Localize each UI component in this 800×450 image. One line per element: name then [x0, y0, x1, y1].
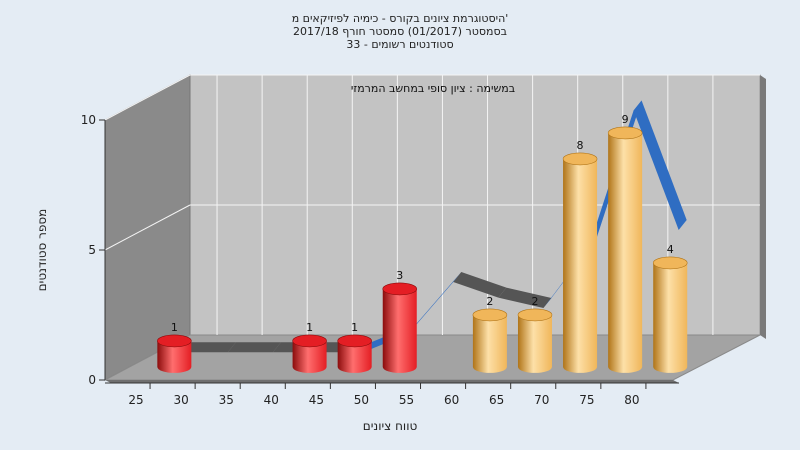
y-tick-label: 5	[88, 243, 96, 257]
bar-top	[607, 126, 643, 140]
bar-body	[517, 314, 552, 373]
x-tick-label: 70	[534, 393, 549, 407]
bar: 2	[472, 295, 508, 373]
trend-segment	[453, 272, 507, 298]
chart-annotation: במשימה : ציון סופי במחשב המרמזי	[351, 82, 515, 95]
bar-value-label: 3	[396, 269, 403, 282]
bar: 8	[562, 139, 598, 373]
bar-value-label: 8	[577, 139, 584, 152]
chart-title: היסטוגרמת ציונים בקורס - כימיה לפיזיקאים…	[292, 12, 509, 51]
bar-value-label: 1	[306, 321, 313, 334]
bar-body	[157, 340, 192, 373]
x-tick-label: 35	[219, 393, 234, 407]
bar: 4	[652, 243, 688, 373]
bar-body	[472, 314, 507, 373]
bar: 3	[382, 269, 418, 373]
x-tick-label: 80	[624, 393, 639, 407]
trend-segment	[408, 272, 462, 335]
trend-segment	[498, 287, 552, 309]
bar-value-label: 9	[622, 113, 629, 126]
bar-top	[382, 282, 418, 296]
bar-top	[157, 334, 192, 348]
x-tick-label: 50	[354, 393, 369, 407]
title-line-3: סטודנטים רשומים - 33	[346, 38, 453, 51]
bar-body	[608, 132, 643, 373]
bar-value-label: 1	[351, 321, 358, 334]
bar-value-label: 1	[171, 321, 178, 334]
x-tick-label: 25	[128, 393, 143, 407]
x-tick-label: 60	[444, 393, 459, 407]
bar: 1	[337, 321, 372, 373]
x-axis: 25 30 35 40 45 50 55 60 65 70 75 80	[105, 382, 679, 407]
bar-top	[562, 152, 598, 166]
bar-body	[292, 340, 327, 373]
x-tick-label: 45	[309, 393, 324, 407]
bar-top	[652, 256, 688, 270]
title-line-2: בסמסטר (01/2017) סמסטר חורף 2017/18	[293, 25, 507, 38]
y-tick-label: 10	[81, 113, 96, 127]
trend-segment	[633, 100, 687, 231]
y-tick-label: 0	[88, 373, 96, 387]
grid-line-left	[104, 204, 191, 251]
x-tick-label: 75	[579, 393, 594, 407]
y-axis: 0 5 10	[81, 113, 106, 387]
bar-body	[653, 262, 688, 373]
bar-top	[337, 334, 372, 348]
bars-group: 1 1 1 3 2 2 8 9 4	[157, 113, 688, 373]
x-tick-label: 30	[173, 393, 188, 407]
floor-edge	[105, 380, 679, 383]
x-tick-label: 55	[399, 393, 414, 407]
bar-top	[517, 308, 553, 322]
bar-body	[337, 340, 372, 373]
back-wall-edge	[760, 75, 766, 339]
bar-value-label: 2	[531, 295, 538, 308]
bar-body	[382, 288, 417, 373]
x-axis-title: טווח ציונים	[363, 419, 418, 433]
bar: 9	[607, 113, 643, 373]
bar-value-label: 4	[667, 243, 674, 256]
x-tick-label: 65	[489, 393, 504, 407]
bar: 2	[517, 295, 553, 373]
bar-value-label: 2	[486, 295, 493, 308]
trend-segment	[227, 342, 281, 353]
title-line-1: היסטוגרמת ציונים בקורס - כימיה לפיזיקאים…	[292, 12, 509, 25]
grid-line-left	[104, 74, 191, 121]
bar: 1	[292, 321, 327, 373]
x-tick-label: 40	[264, 393, 279, 407]
bar-body	[563, 158, 598, 373]
bar: 1	[157, 321, 192, 373]
bar-top	[292, 334, 327, 348]
trend-segment	[182, 342, 236, 353]
y-axis-title: מספר סטודנטים	[35, 209, 49, 292]
bar-top	[472, 308, 508, 322]
